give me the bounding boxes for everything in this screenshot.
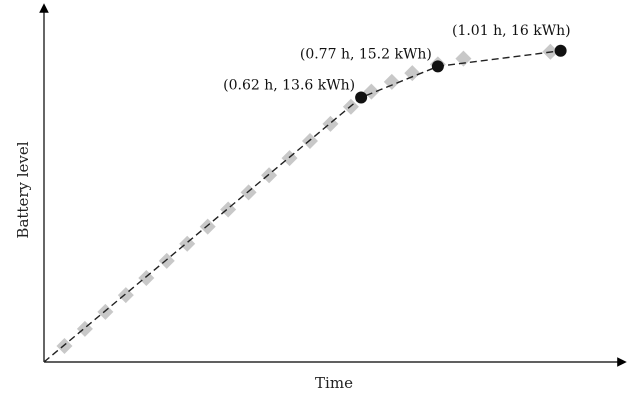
dashed-curve — [43, 50, 561, 363]
x-axis-label: Time — [315, 374, 353, 392]
point-labels: (0.62 h, 13.6 kWh) (0.77 h, 15.2 kWh) (1.0… — [223, 23, 570, 94]
grey-diamond-marker — [138, 269, 155, 286]
grey-diamond-marker — [97, 303, 114, 320]
point-label: (1.01 h, 16 kWh) — [452, 23, 571, 39]
highlighted-point — [355, 91, 368, 104]
highlighted-point — [554, 44, 567, 57]
highlighted-point — [431, 60, 444, 73]
grey-diamond-marker — [281, 150, 298, 167]
grey-diamond-marker — [158, 252, 175, 269]
grey-marker-series — [56, 43, 559, 355]
grey-diamond-marker — [117, 287, 134, 304]
grey-diamond-marker — [240, 184, 257, 201]
grey-diamond-marker — [404, 65, 421, 82]
grey-diamond-marker — [56, 338, 73, 355]
point-label: (0.77 h, 15.2 kWh) — [300, 46, 432, 62]
grey-diamond-marker — [455, 50, 472, 67]
grey-diamond-marker — [383, 73, 400, 90]
grey-diamond-marker — [199, 218, 216, 235]
y-axis-label: Battery level — [14, 141, 32, 238]
highlighted-points — [355, 44, 567, 104]
point-label: (0.62 h, 13.6 kWh) — [223, 77, 355, 93]
